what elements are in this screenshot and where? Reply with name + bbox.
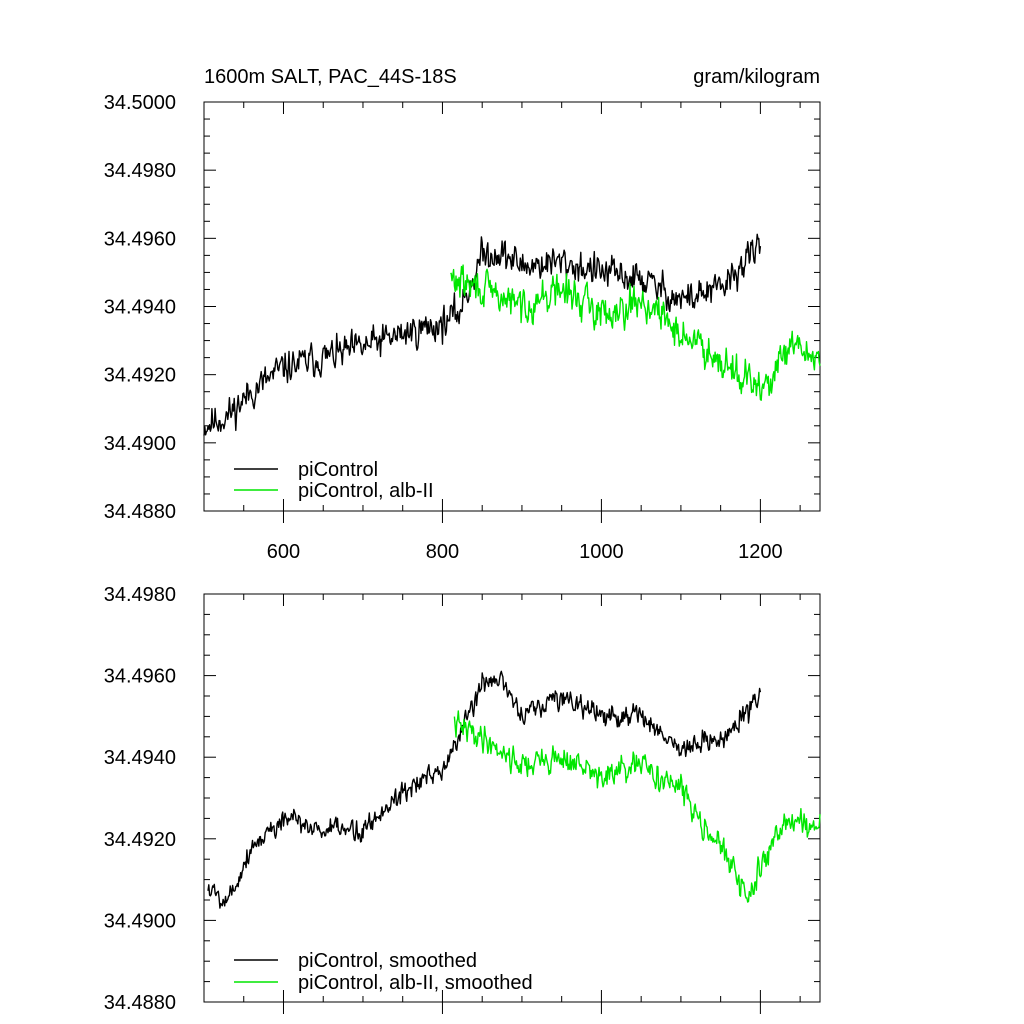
series-line-picontrol <box>207 670 762 909</box>
x-tick-label: 1200 <box>738 541 783 563</box>
x-tick-label: 600 <box>267 541 300 563</box>
top-panel: 34.4880 34.4900 34.4920 34.4940 34.4960 34.49… <box>104 92 821 563</box>
bottom-panel: 34.4880 34.4900 34.4920 34.4940 34.4960 34.49… <box>104 584 821 1014</box>
x-tick-label: 800 <box>426 541 459 563</box>
plot-frame <box>203 101 821 512</box>
units-label: gram/kilogram <box>693 66 820 88</box>
y-tick-label: 34.4940 <box>104 747 176 769</box>
legend-label: piControl, alb-II <box>298 480 434 502</box>
y-tick-label: 34.4920 <box>104 365 176 387</box>
y-tick-label: 34.4920 <box>104 829 176 851</box>
plot-frame <box>203 593 821 1003</box>
x-tick-label: 1000 <box>579 541 624 563</box>
legend-label: piControl, smoothed <box>298 950 477 972</box>
chart-title: 1600m SALT, PAC_44S-18S <box>204 66 457 88</box>
series-line-alb-ii <box>453 710 821 903</box>
y-tick-label: 34.4880 <box>104 501 176 523</box>
y-tick-label: 34.5000 <box>104 92 176 114</box>
y-tick-label: 34.4960 <box>104 666 176 688</box>
series-line-picontrol <box>203 233 762 436</box>
y-tick-label: 34.4960 <box>104 228 176 250</box>
y-tick-label: 34.4900 <box>104 910 176 932</box>
y-tick-label: 34.4900 <box>104 433 176 455</box>
y-tick-label: 34.4880 <box>104 992 176 1014</box>
legend-label: piControl, alb-II, smoothed <box>298 972 533 994</box>
legend-label: piControl <box>298 459 378 481</box>
y-tick-label: 34.4940 <box>104 297 176 319</box>
series-line-alb-ii <box>450 264 821 401</box>
y-tick-label: 34.4980 <box>104 584 176 606</box>
y-tick-label: 34.4980 <box>104 160 176 182</box>
